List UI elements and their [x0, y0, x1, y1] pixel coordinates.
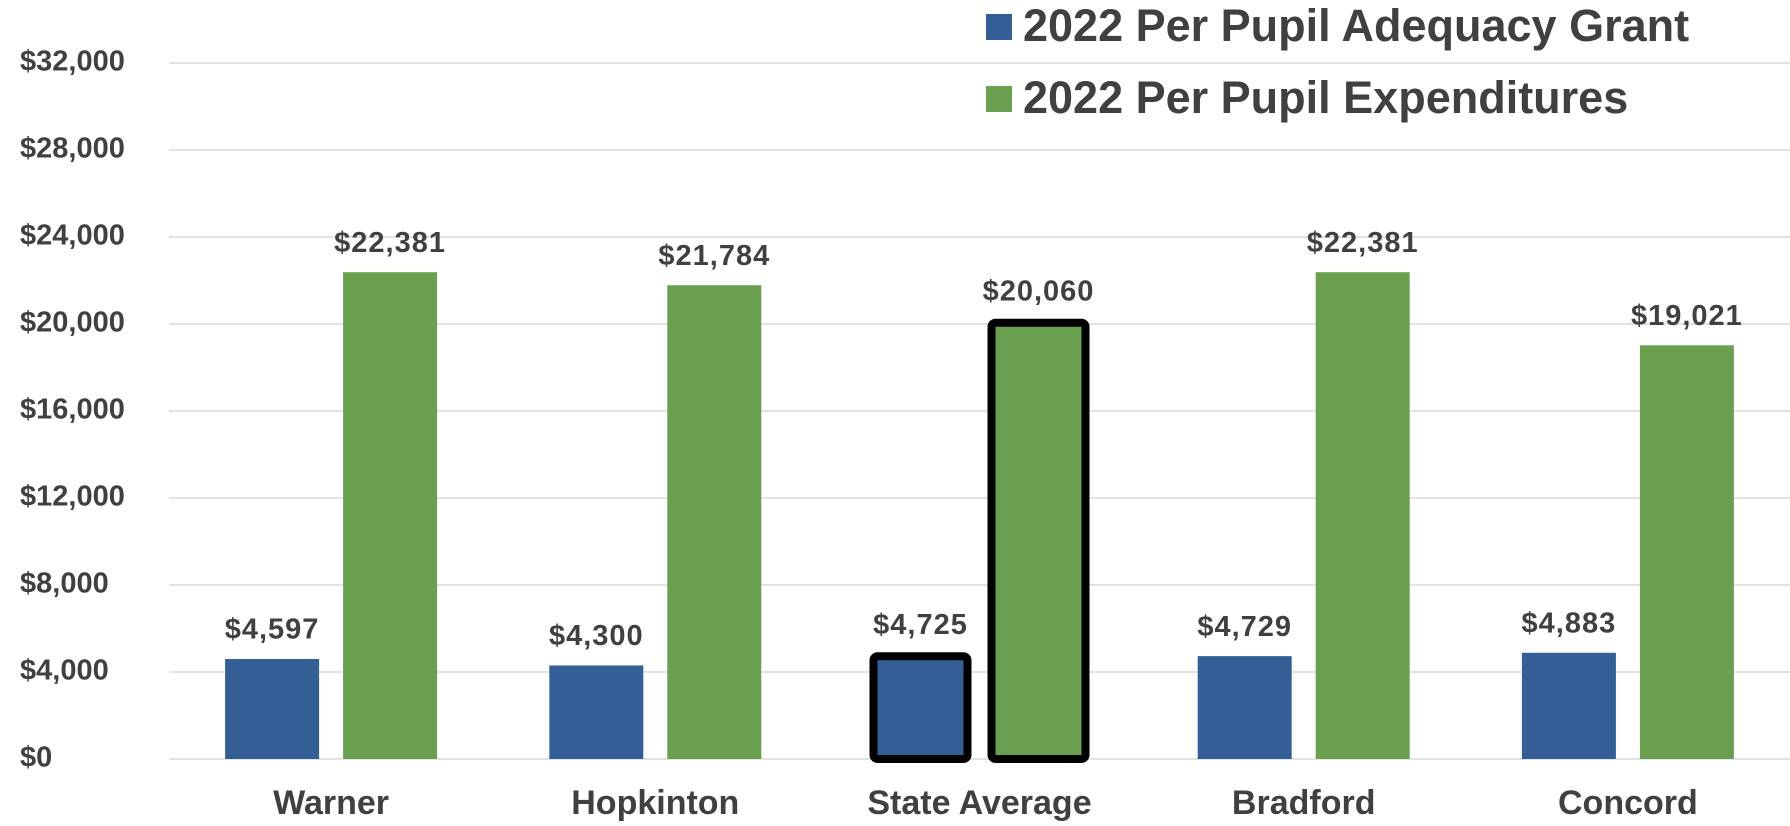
y-tick-label: $32,000: [20, 46, 125, 78]
bar: [343, 272, 438, 759]
y-tick-label: $20,000: [20, 307, 125, 339]
bar: [1521, 652, 1616, 759]
x-tick-label: State Average: [867, 784, 1091, 822]
value-label: $4,883: [1522, 607, 1617, 639]
value-label: $4,725: [873, 609, 968, 641]
x-tick-label: Bradford: [1232, 784, 1376, 822]
value-label: $22,381: [334, 227, 446, 259]
x-tick-label: Hopkinton: [571, 784, 739, 822]
y-tick-label: $24,000: [20, 220, 125, 252]
value-label: $19,021: [1631, 300, 1743, 332]
y-tick-label: $16,000: [20, 394, 125, 426]
legend-swatch: [986, 14, 1012, 40]
bar: [1197, 656, 1292, 759]
value-label: $21,784: [658, 240, 770, 272]
bar: [987, 318, 1090, 763]
bar: [1315, 272, 1410, 759]
bar: [225, 659, 320, 759]
value-label: $4,597: [225, 614, 320, 646]
value-label: $22,381: [1307, 227, 1419, 259]
bar: [549, 665, 644, 759]
value-label: $4,300: [549, 620, 644, 652]
legend-label: 2022 Per Pupil Adequacy Grant: [1023, 0, 1689, 51]
legend-swatch: [986, 86, 1012, 112]
x-tick-label: Warner: [273, 784, 389, 822]
x-tick-label: Concord: [1558, 784, 1698, 822]
bar: [1639, 345, 1734, 759]
value-label: $4,729: [1197, 611, 1292, 643]
y-tick-label: $8,000: [20, 568, 109, 600]
y-tick-label: $4,000: [20, 655, 109, 687]
y-tick-label: $12,000: [20, 481, 125, 513]
bar: [667, 285, 762, 759]
legend-label: 2022 Per Pupil Expenditures: [1023, 72, 1628, 123]
bar: [869, 652, 972, 764]
y-tick-label: $0: [20, 742, 52, 774]
value-label: $20,060: [983, 275, 1095, 307]
y-tick-label: $28,000: [20, 133, 125, 165]
